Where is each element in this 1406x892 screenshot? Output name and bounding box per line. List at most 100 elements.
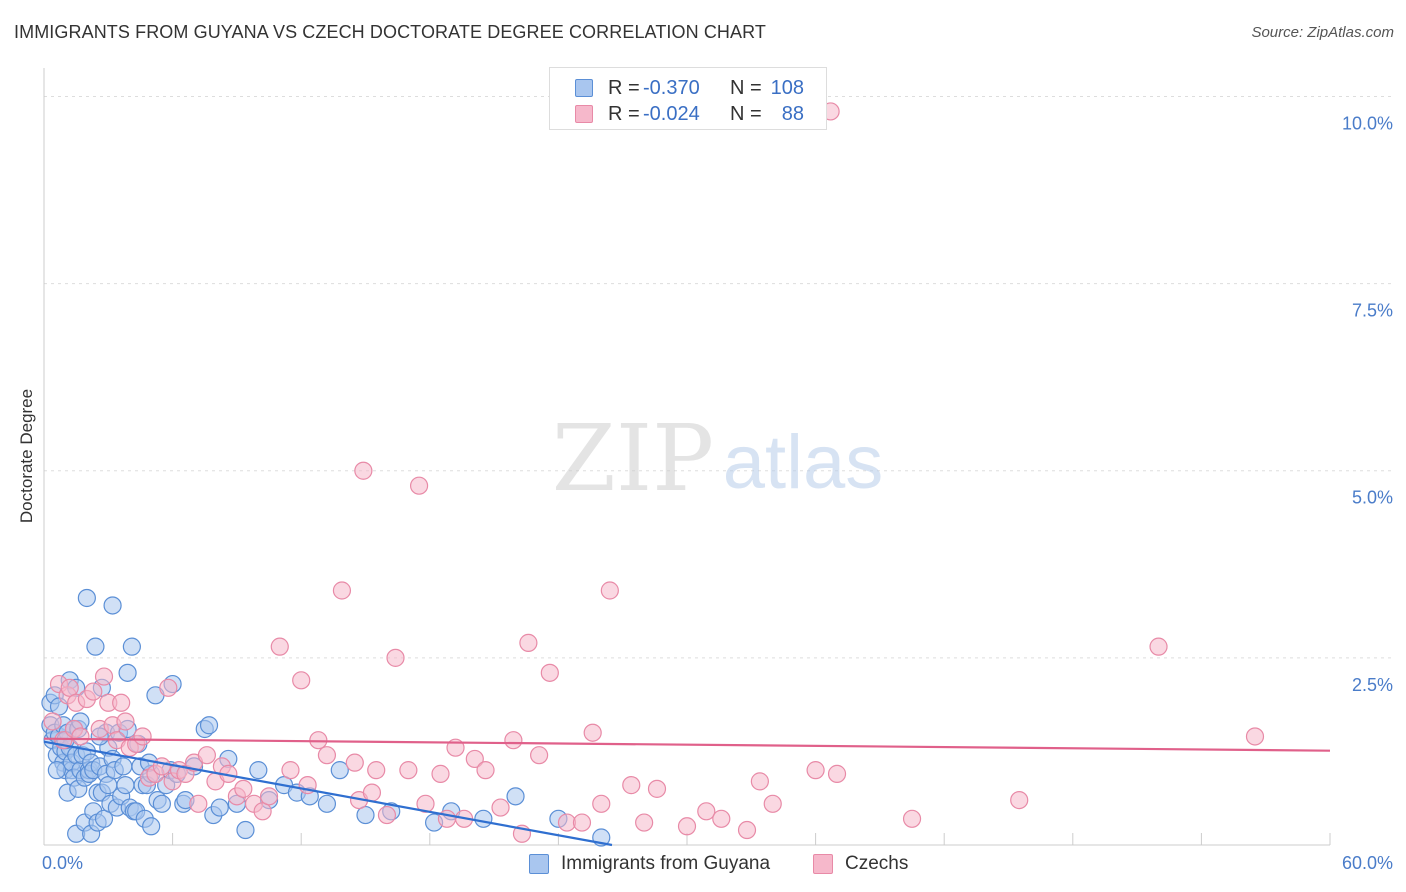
- point-czechs: [416, 794, 435, 813]
- legend-r-value: -0.370: [643, 77, 700, 99]
- point-czechs: [827, 764, 847, 783]
- legend-r-value: -0.024: [643, 103, 700, 125]
- point-guyana: [103, 596, 122, 615]
- point-czechs: [60, 678, 79, 697]
- bottom-legend-label: Immigrants from Guyana: [561, 853, 771, 874]
- legend-n-value: 108: [770, 77, 804, 99]
- point-czechs: [504, 731, 523, 750]
- point-czechs: [465, 749, 484, 769]
- point-czechs: [84, 682, 103, 701]
- point-guyana: [122, 637, 141, 656]
- point-czechs: [292, 671, 311, 690]
- point-czechs: [317, 746, 337, 765]
- point-guyana: [199, 716, 219, 735]
- point-czechs: [399, 761, 418, 780]
- legend-r-label: R =: [608, 77, 640, 99]
- point-czechs: [197, 746, 216, 765]
- point-czechs: [259, 787, 279, 806]
- point-czechs: [712, 809, 731, 828]
- point-czechs: [592, 794, 611, 813]
- legend-n-label: N =: [730, 103, 762, 125]
- point-guyana: [249, 761, 268, 780]
- point-czechs: [354, 461, 373, 480]
- point-czechs: [116, 712, 135, 731]
- point-czechs: [647, 779, 667, 798]
- y-tick-label: 10.0%: [1342, 113, 1393, 133]
- point-czechs: [1149, 637, 1168, 656]
- point-czechs: [332, 581, 352, 600]
- legend-swatch-blue: [575, 79, 593, 97]
- point-czechs: [519, 633, 538, 652]
- legend-n-label: N =: [730, 77, 762, 99]
- point-czechs: [902, 809, 922, 828]
- legend-swatch-pink: [813, 854, 833, 874]
- point-czechs: [71, 727, 90, 746]
- points-layer: [41, 102, 1265, 847]
- point-czechs: [431, 764, 450, 783]
- chart-title: IMMIGRANTS FROM GUYANA VS CZECH DOCTORAT…: [14, 22, 766, 42]
- point-czechs: [476, 761, 495, 780]
- point-guyana: [77, 588, 96, 608]
- point-czechs: [362, 783, 382, 802]
- point-czechs: [737, 820, 757, 840]
- point-czechs: [112, 693, 131, 712]
- point-czechs: [572, 813, 592, 832]
- y-tick-label: 7.5%: [1352, 301, 1393, 321]
- point-guyana: [116, 776, 135, 795]
- point-czechs: [677, 817, 697, 836]
- point-guyana: [114, 757, 133, 776]
- point-guyana: [152, 794, 171, 813]
- point-guyana: [210, 798, 229, 817]
- point-guyana: [330, 761, 349, 780]
- point-czechs: [530, 746, 549, 765]
- point-guyana: [118, 663, 137, 682]
- point-czechs: [763, 794, 782, 813]
- point-czechs: [152, 757, 171, 776]
- point-czechs: [697, 802, 716, 821]
- point-czechs: [281, 761, 300, 780]
- point-czechs: [367, 761, 386, 780]
- watermark-atlas: atlas: [723, 420, 884, 505]
- point-czechs: [1010, 790, 1029, 810]
- point-czechs: [345, 753, 364, 772]
- x-tick-label: 0.0%: [42, 853, 83, 873]
- point-guyana: [317, 794, 337, 813]
- watermark: ZIP atlas: [552, 405, 883, 512]
- point-czechs: [133, 727, 152, 746]
- watermark-zip: ZIP: [552, 405, 714, 512]
- legend-n-value: 88: [781, 103, 804, 125]
- point-czechs: [377, 805, 397, 825]
- chart-source: Source: ZipAtlas.com: [1251, 24, 1394, 41]
- axis-layer: 2.5% 5.0% 7.5% 10.0% 0.0% 60.0%: [42, 68, 1393, 873]
- grid-layer: [44, 95, 1395, 659]
- point-guyana: [94, 809, 114, 828]
- point-guyana: [86, 637, 105, 656]
- point-czechs: [806, 761, 825, 780]
- point-czechs: [1245, 727, 1265, 746]
- legend-swatch-blue: [529, 854, 549, 874]
- legend-row-czechs: R = -0.024 N = 88: [550, 101, 828, 127]
- point-czechs: [622, 776, 641, 795]
- point-czechs: [253, 802, 272, 821]
- trend-layer: [43, 737, 1331, 847]
- point-czechs: [94, 667, 114, 686]
- trendline-guyana: [43, 740, 613, 847]
- point-guyana: [236, 820, 255, 840]
- point-czechs: [159, 678, 178, 697]
- y-tick-label: 5.0%: [1352, 488, 1393, 508]
- y-tick-label: 2.5%: [1352, 675, 1393, 695]
- point-czechs: [540, 663, 559, 682]
- bottom-legend-label: Czechs: [845, 853, 909, 874]
- point-czechs: [583, 723, 602, 742]
- x-tick-label: 60.0%: [1342, 853, 1393, 873]
- legend-swatch-pink: [575, 105, 593, 123]
- stats-legend: R = -0.370 N = 108 R = -0.024 N = 88: [549, 67, 827, 130]
- point-czechs: [270, 637, 289, 656]
- point-guyana: [474, 809, 493, 828]
- legend-row-guyana: R = -0.370 N = 108: [550, 75, 828, 101]
- point-czechs: [43, 712, 62, 731]
- point-guyana: [356, 805, 375, 825]
- point-czechs: [189, 794, 208, 813]
- point-guyana: [506, 787, 525, 806]
